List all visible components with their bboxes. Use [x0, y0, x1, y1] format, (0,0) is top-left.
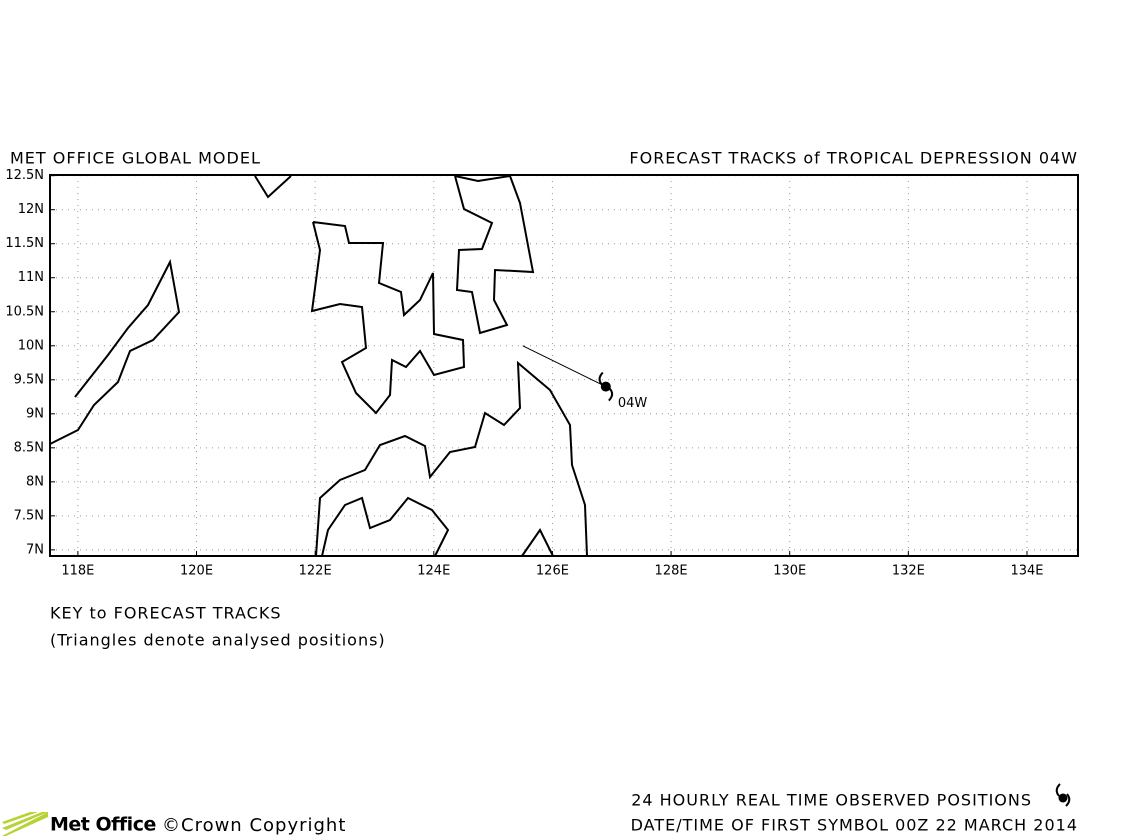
y-tick-label: 11.5N	[5, 236, 44, 251]
storm-label: 04W	[618, 396, 648, 411]
coastline	[254, 175, 292, 199]
observed-note: 24 HOURLY REAL TIME OBSERVED POSITIONS	[631, 791, 1032, 810]
x-tick-label: 134E	[1010, 564, 1043, 579]
coastline	[521, 528, 554, 557]
y-tick-label: 12.5N	[5, 168, 44, 183]
coastline	[49, 258, 181, 445]
storm-symbol-key	[1055, 783, 1071, 807]
y-tick-label: 10N	[18, 338, 44, 353]
x-tick-label: 128E	[655, 564, 688, 579]
coastlines	[49, 174, 588, 557]
x-tick-label: 132E	[892, 564, 925, 579]
coastline	[454, 174, 535, 335]
x-tick-label: 120E	[180, 564, 213, 579]
y-tick-label: 9N	[26, 406, 44, 421]
logo	[2, 812, 48, 836]
grid: 118E 120E 122E 124E 126E 128E 130E 132E 134E 7N 7.…	[5, 168, 1078, 579]
y-tick-label: 12N	[18, 202, 44, 217]
x-tick-label: 124E	[417, 564, 450, 579]
y-tick-label: 11N	[18, 270, 44, 285]
key-title: KEY to FORECAST TRACKS	[50, 604, 282, 623]
forecast-track	[522, 345, 607, 388]
x-tick-label: 122E	[299, 564, 332, 579]
date-note: DATE/TIME OF FIRST SYMBOL 00Z 22 MARCH 2…	[631, 816, 1078, 835]
map-frame	[49, 174, 1079, 557]
y-tick-label: 7N	[26, 542, 44, 557]
coastline	[321, 496, 450, 557]
storm-symbol	[600, 381, 611, 392]
track-layer: 04W	[522, 345, 648, 411]
y-tick-label: 9.5N	[14, 372, 44, 387]
y-tick-label: 8.5N	[14, 440, 44, 455]
y-tick-label: 7.5N	[14, 508, 44, 523]
title-left: MET OFFICE GLOBAL MODEL	[10, 149, 261, 168]
brand: Met Office	[50, 814, 156, 836]
title-right: FORECAST TRACKS of TROPICAL DEPRESSION 0…	[629, 149, 1078, 168]
y-tick-label: 10.5N	[5, 304, 44, 319]
storm-symbol-tail	[598, 371, 614, 402]
storm-symbol-key	[1058, 793, 1068, 803]
x-tick-label: 130E	[773, 564, 806, 579]
x-tick-label: 118E	[61, 564, 94, 579]
y-tick-label: 8N	[26, 474, 44, 489]
copyright: ©Crown Copyright	[162, 815, 346, 836]
x-tick-label: 126E	[536, 564, 569, 579]
coastline	[315, 360, 588, 557]
key-note: (Triangles denote analysed positions)	[50, 631, 386, 650]
coastline	[310, 221, 466, 415]
